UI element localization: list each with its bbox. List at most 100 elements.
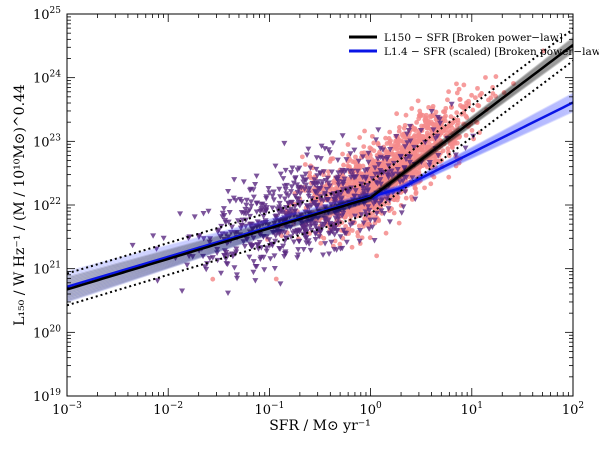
upper-limit-point — [366, 226, 373, 232]
l14-fit-sample — [67, 92, 573, 273]
l150-fit-sample — [67, 47, 573, 297]
detection-point — [337, 241, 343, 247]
detection-point — [402, 122, 408, 128]
upper-limit-point — [328, 239, 335, 246]
upper-limit-point — [266, 237, 273, 243]
plot-area — [67, 28, 573, 307]
detection-point — [461, 110, 467, 116]
detection-point — [456, 134, 462, 140]
detection-point — [501, 90, 507, 95]
detection-point — [307, 231, 312, 236]
detection-point — [466, 98, 471, 104]
detection-point — [359, 150, 365, 156]
upper-limit-point — [235, 218, 242, 224]
upper-limit-point — [377, 168, 384, 174]
upper-limit-point — [222, 220, 229, 226]
upper-limit-point — [373, 179, 380, 186]
upper-limit-point — [314, 181, 321, 187]
upper-limit-point — [356, 193, 363, 200]
l14-fit-sample — [67, 107, 573, 298]
upper-limit-point — [356, 238, 363, 245]
upper-limit-point — [397, 153, 404, 160]
l150-lower-envelope — [67, 60, 573, 307]
upper-limit-point — [314, 215, 321, 222]
upper-limit-point — [406, 159, 413, 166]
upper-limit-point — [290, 239, 297, 245]
upper-limit-point — [346, 168, 353, 175]
upper-limit-point — [352, 188, 359, 194]
x-tick-label: 10−3 — [52, 401, 82, 418]
detection-point — [448, 114, 454, 120]
upper-limit-point — [409, 175, 416, 181]
upper-limit-point — [200, 236, 207, 242]
upper-limit-point — [269, 205, 276, 211]
upper-limit-point — [281, 140, 288, 147]
upper-limit-point — [375, 171, 382, 178]
detection-point — [490, 91, 496, 96]
upper-limit-point — [277, 194, 284, 200]
upper-limit-point — [337, 234, 344, 240]
detection-point — [321, 172, 326, 178]
upper-limit-point — [260, 213, 267, 220]
l14-fit-sample — [67, 109, 573, 302]
upper-limit-point — [280, 176, 287, 182]
upper-limit-point — [256, 220, 263, 227]
detection-point — [448, 140, 454, 146]
upper-limit-point — [231, 177, 238, 183]
upper-limit-point — [313, 166, 320, 173]
upper-limit-point — [398, 210, 405, 216]
upper-limit-point — [250, 269, 257, 276]
upper-limit-point — [363, 212, 370, 218]
upper-limit-point — [383, 196, 390, 202]
detection-point — [371, 140, 377, 146]
upper-limit-point — [253, 223, 260, 229]
upper-limit-point — [279, 217, 286, 223]
detection-point — [437, 137, 443, 143]
upper-limit-point — [271, 265, 278, 272]
y-tick-label: 1023 — [33, 133, 61, 150]
upper-limit-point — [307, 247, 314, 254]
upper-limit-point — [335, 220, 342, 226]
upper-limit-point — [263, 248, 270, 255]
x-tick-exponent: 1 — [477, 401, 483, 411]
upper-limit-point — [311, 177, 318, 183]
upper-limit-point — [328, 227, 335, 234]
detection-point — [393, 194, 399, 199]
upper-limit-point — [422, 139, 429, 146]
detection-point — [416, 169, 422, 175]
upper-limit-point — [179, 288, 186, 294]
detection-point — [352, 159, 358, 165]
upper-limit-point — [317, 170, 324, 176]
upper-limit-point — [337, 197, 344, 203]
detection-point — [474, 120, 480, 125]
upper-limit-point — [294, 255, 301, 261]
upper-limit-point — [302, 171, 309, 178]
upper-limit-point — [276, 186, 283, 193]
detection-point — [423, 112, 429, 118]
l150-fit-sample — [67, 37, 573, 280]
detection-point — [417, 164, 423, 169]
upper-limit-point — [322, 190, 329, 197]
upper-limit-point — [430, 127, 437, 133]
detection-point — [384, 141, 390, 146]
upper-limit-point — [220, 206, 227, 212]
upper-limit-point — [252, 264, 259, 270]
detection-point — [429, 121, 435, 127]
upper-limit-point — [203, 266, 210, 273]
detection-point — [472, 95, 478, 101]
upper-limit-point — [341, 230, 348, 236]
detection-point — [413, 186, 418, 191]
upper-limit-point — [407, 123, 414, 130]
upper-limit-point — [269, 193, 276, 199]
upper-limit-point — [314, 173, 321, 179]
upper-limit-point — [331, 197, 338, 203]
detection-point — [318, 240, 324, 246]
l14-fit-sample — [67, 105, 573, 295]
upper-limit-point — [324, 175, 331, 182]
upper-limit-point — [308, 222, 315, 228]
x-tick-label: 10−2 — [153, 401, 183, 418]
detection-point — [391, 210, 397, 216]
upper-limit-point — [295, 247, 302, 253]
detection-point — [394, 147, 400, 152]
